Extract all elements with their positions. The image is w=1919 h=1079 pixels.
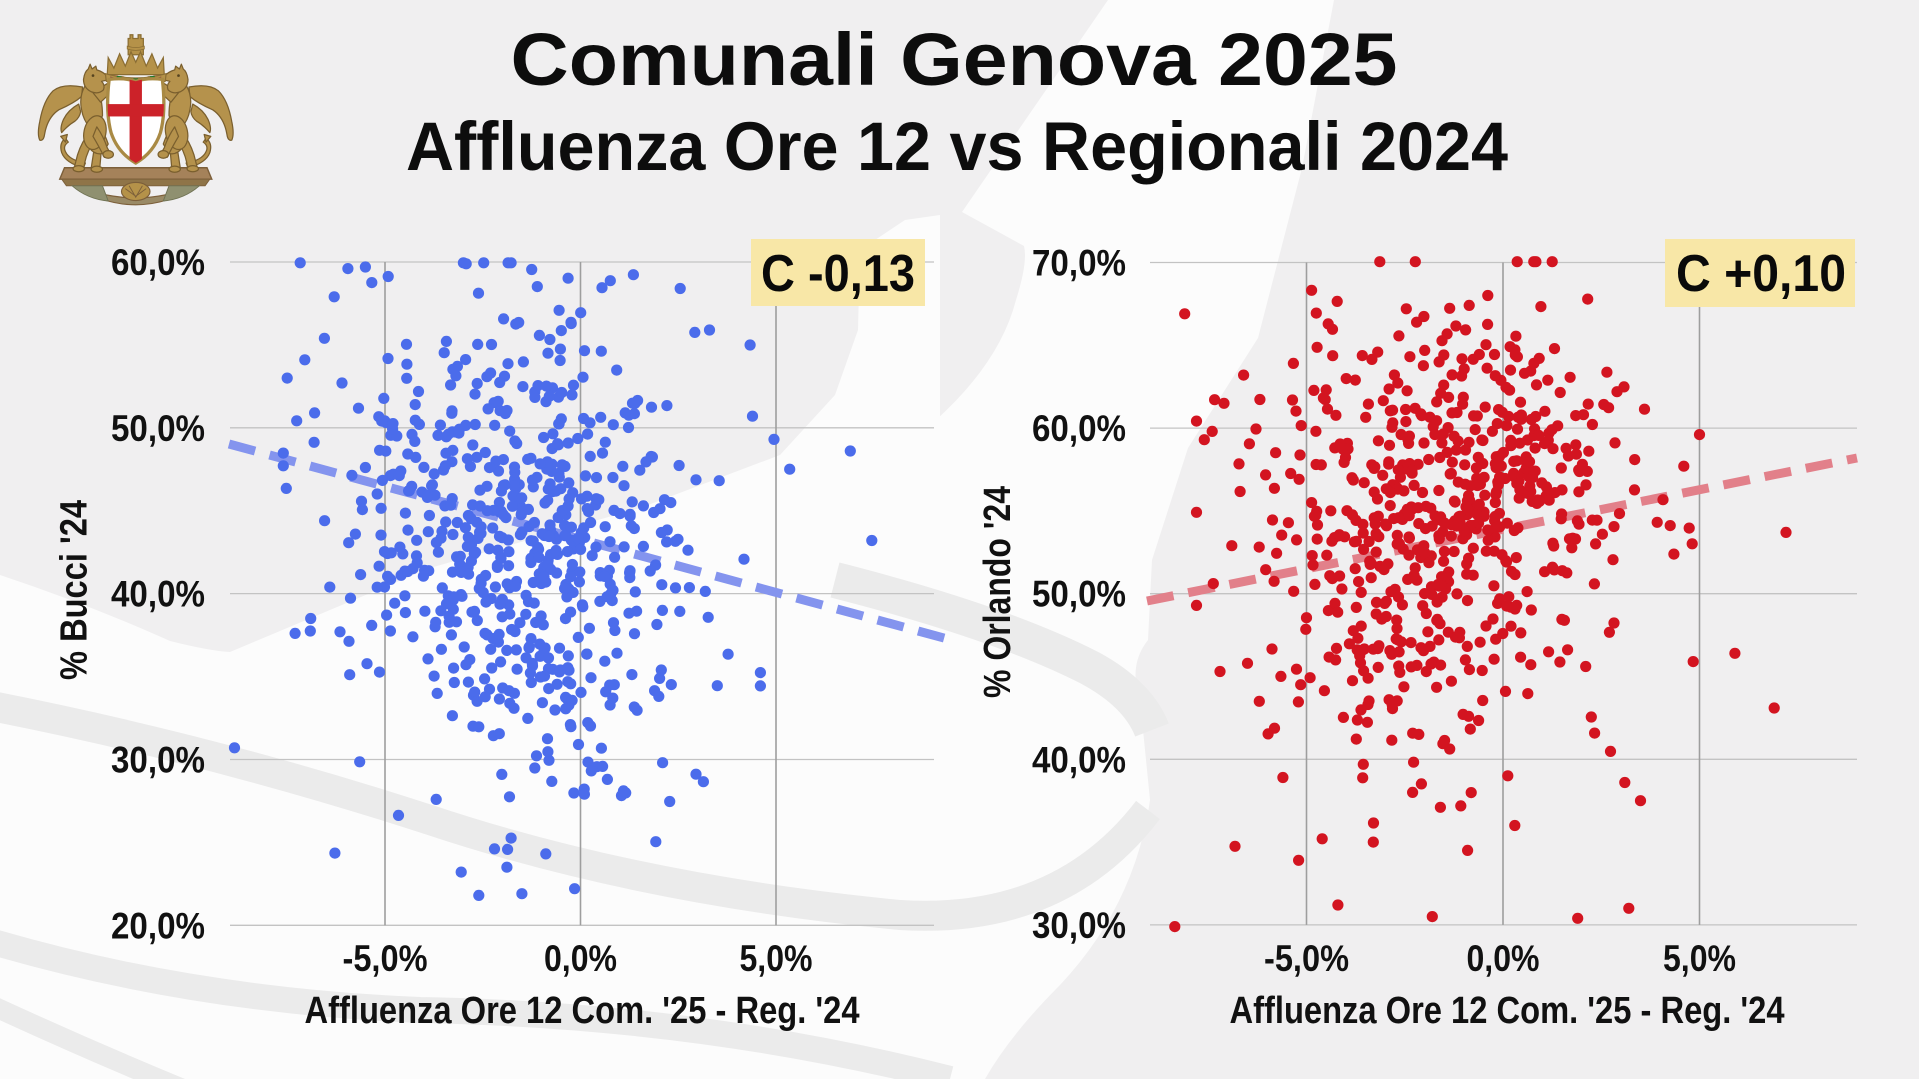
svg-text:50,0%: 50,0%: [1032, 573, 1126, 615]
svg-text:70,0%: 70,0%: [1032, 242, 1126, 284]
svg-text:5,0%: 5,0%: [740, 937, 813, 979]
svg-text:0,0%: 0,0%: [544, 937, 617, 979]
svg-text:Affluenza Ore 12 vs Regionali: Affluenza Ore 12 vs Regionali 2024: [406, 108, 1508, 185]
svg-text:5,0%: 5,0%: [1663, 937, 1736, 979]
svg-text:30,0%: 30,0%: [111, 739, 205, 781]
svg-text:Affluenza Ore 12 Com. '25 - Re: Affluenza Ore 12 Com. '25 - Reg. '24: [1230, 990, 1785, 1032]
svg-text:60,0%: 60,0%: [1032, 407, 1126, 449]
svg-text:C -0,13: C -0,13: [761, 244, 915, 302]
svg-text:% Bucci '24: % Bucci '24: [54, 500, 96, 680]
svg-text:-5,0%: -5,0%: [1264, 937, 1349, 979]
svg-text:30,0%: 30,0%: [1032, 904, 1126, 946]
svg-text:40,0%: 40,0%: [111, 573, 205, 615]
svg-text:C +0,10: C +0,10: [1676, 244, 1846, 302]
svg-text:-5,0%: -5,0%: [343, 937, 428, 979]
svg-text:60,0%: 60,0%: [111, 241, 205, 283]
svg-text:% Orlando '24: % Orlando '24: [977, 486, 1019, 698]
svg-text:20,0%: 20,0%: [111, 904, 205, 946]
svg-text:Affluenza Ore 12 Com. '25 - Re: Affluenza Ore 12 Com. '25 - Reg. '24: [305, 990, 860, 1032]
svg-text:50,0%: 50,0%: [111, 407, 205, 449]
svg-text:40,0%: 40,0%: [1032, 738, 1126, 780]
svg-text:0,0%: 0,0%: [1467, 937, 1540, 979]
svg-text:Comunali Genova 2025: Comunali Genova 2025: [511, 18, 1398, 101]
